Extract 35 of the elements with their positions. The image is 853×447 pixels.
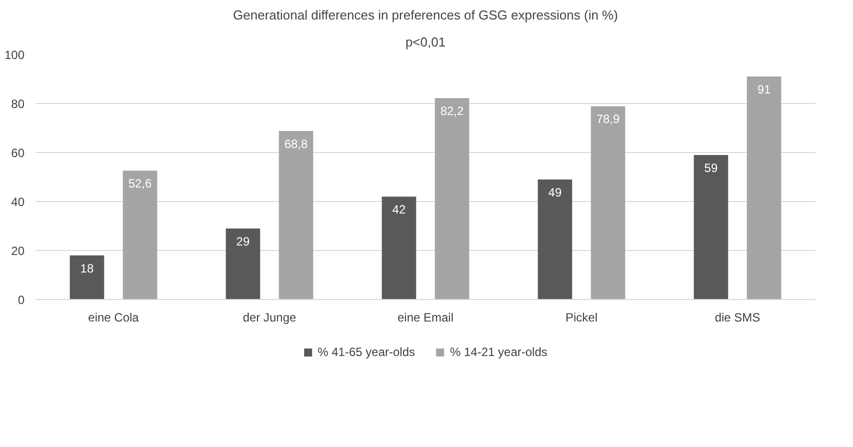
bar	[122, 170, 158, 300]
y-tick-label: 100	[4, 48, 25, 62]
x-tick-label: die SMS	[714, 310, 760, 324]
y-tick-label: 60	[11, 146, 25, 160]
data-label: 52,6	[128, 176, 152, 191]
data-label: 29	[236, 234, 250, 248]
data-label: 68,8	[284, 136, 308, 151]
x-tick-label: eine Email	[397, 310, 454, 324]
data-label: 18	[80, 261, 94, 276]
data-label: 78,9	[596, 112, 620, 126]
data-label: 59	[704, 160, 718, 175]
x-tick-label: Pickel	[565, 310, 598, 324]
data-label: 42	[392, 202, 406, 217]
x-tick-label: der Junge	[242, 310, 297, 324]
chart-subtitle: p<0,01	[405, 34, 446, 50]
bar	[382, 196, 416, 300]
bar	[694, 154, 728, 300]
bar	[226, 228, 260, 300]
y-tick-label: 0	[18, 293, 25, 307]
bar	[278, 130, 314, 300]
chart-title: Generational differences in preferences of GSG expressions (in %)	[233, 8, 618, 22]
x-tick-label: eine Cola	[88, 310, 140, 324]
y-tick-label: 80	[11, 97, 25, 111]
y-tick-label: 40	[11, 195, 25, 209]
data-label: 82,2	[440, 104, 464, 118]
data-label: 49	[548, 185, 562, 200]
bar	[434, 98, 470, 300]
y-tick-label: 20	[11, 244, 25, 258]
legend-label: % 14-21 year-olds	[450, 345, 548, 359]
bar	[746, 76, 782, 300]
bar	[590, 106, 626, 300]
legend-label: % 41-65 year-olds	[318, 345, 415, 359]
bar	[538, 179, 572, 300]
data-label: 91	[757, 82, 772, 97]
bar	[70, 255, 104, 300]
